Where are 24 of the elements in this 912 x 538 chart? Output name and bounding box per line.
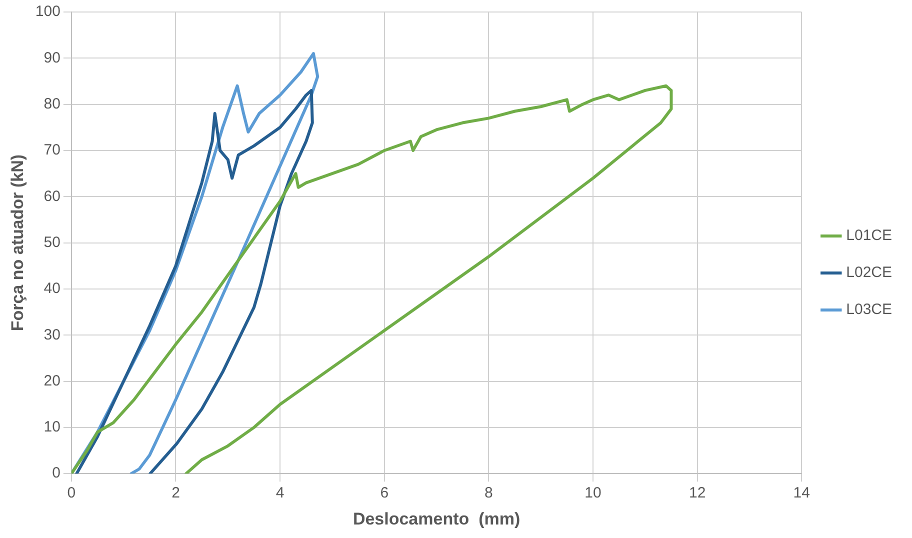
- x-tick-label: 14: [793, 484, 810, 502]
- legend-label: L01CE: [846, 227, 892, 244]
- y-tick-label: 50: [44, 234, 60, 251]
- legend-label: L02CE: [846, 264, 892, 282]
- x-tick-label: 6: [380, 484, 389, 502]
- y-tick-label: 100: [35, 3, 60, 20]
- x-tick-label: 8: [484, 484, 493, 502]
- y-tick-label: 0: [52, 464, 60, 482]
- y-tick-label: 70: [44, 142, 60, 159]
- y-tick-label: 60: [44, 188, 60, 205]
- y-tick-label: 40: [44, 280, 60, 298]
- y-tick-label: 80: [44, 95, 60, 112]
- y-tick-label: 20: [44, 372, 60, 390]
- y-tick-label: 90: [44, 49, 60, 66]
- legend-label: L03CE: [846, 301, 892, 318]
- x-tick-label: 2: [172, 484, 180, 502]
- y-tick-label: 10: [44, 418, 60, 436]
- y-tick-label: 30: [44, 326, 60, 344]
- x-tick-label: 10: [584, 484, 602, 502]
- x-tick-label: 4: [276, 484, 284, 502]
- y-axis-title: Força no atuador (kN): [8, 154, 27, 332]
- x-axis-title: Deslocamento (mm): [352, 509, 520, 528]
- x-tick-label: 0: [67, 484, 76, 502]
- x-tick-label: 12: [688, 484, 706, 502]
